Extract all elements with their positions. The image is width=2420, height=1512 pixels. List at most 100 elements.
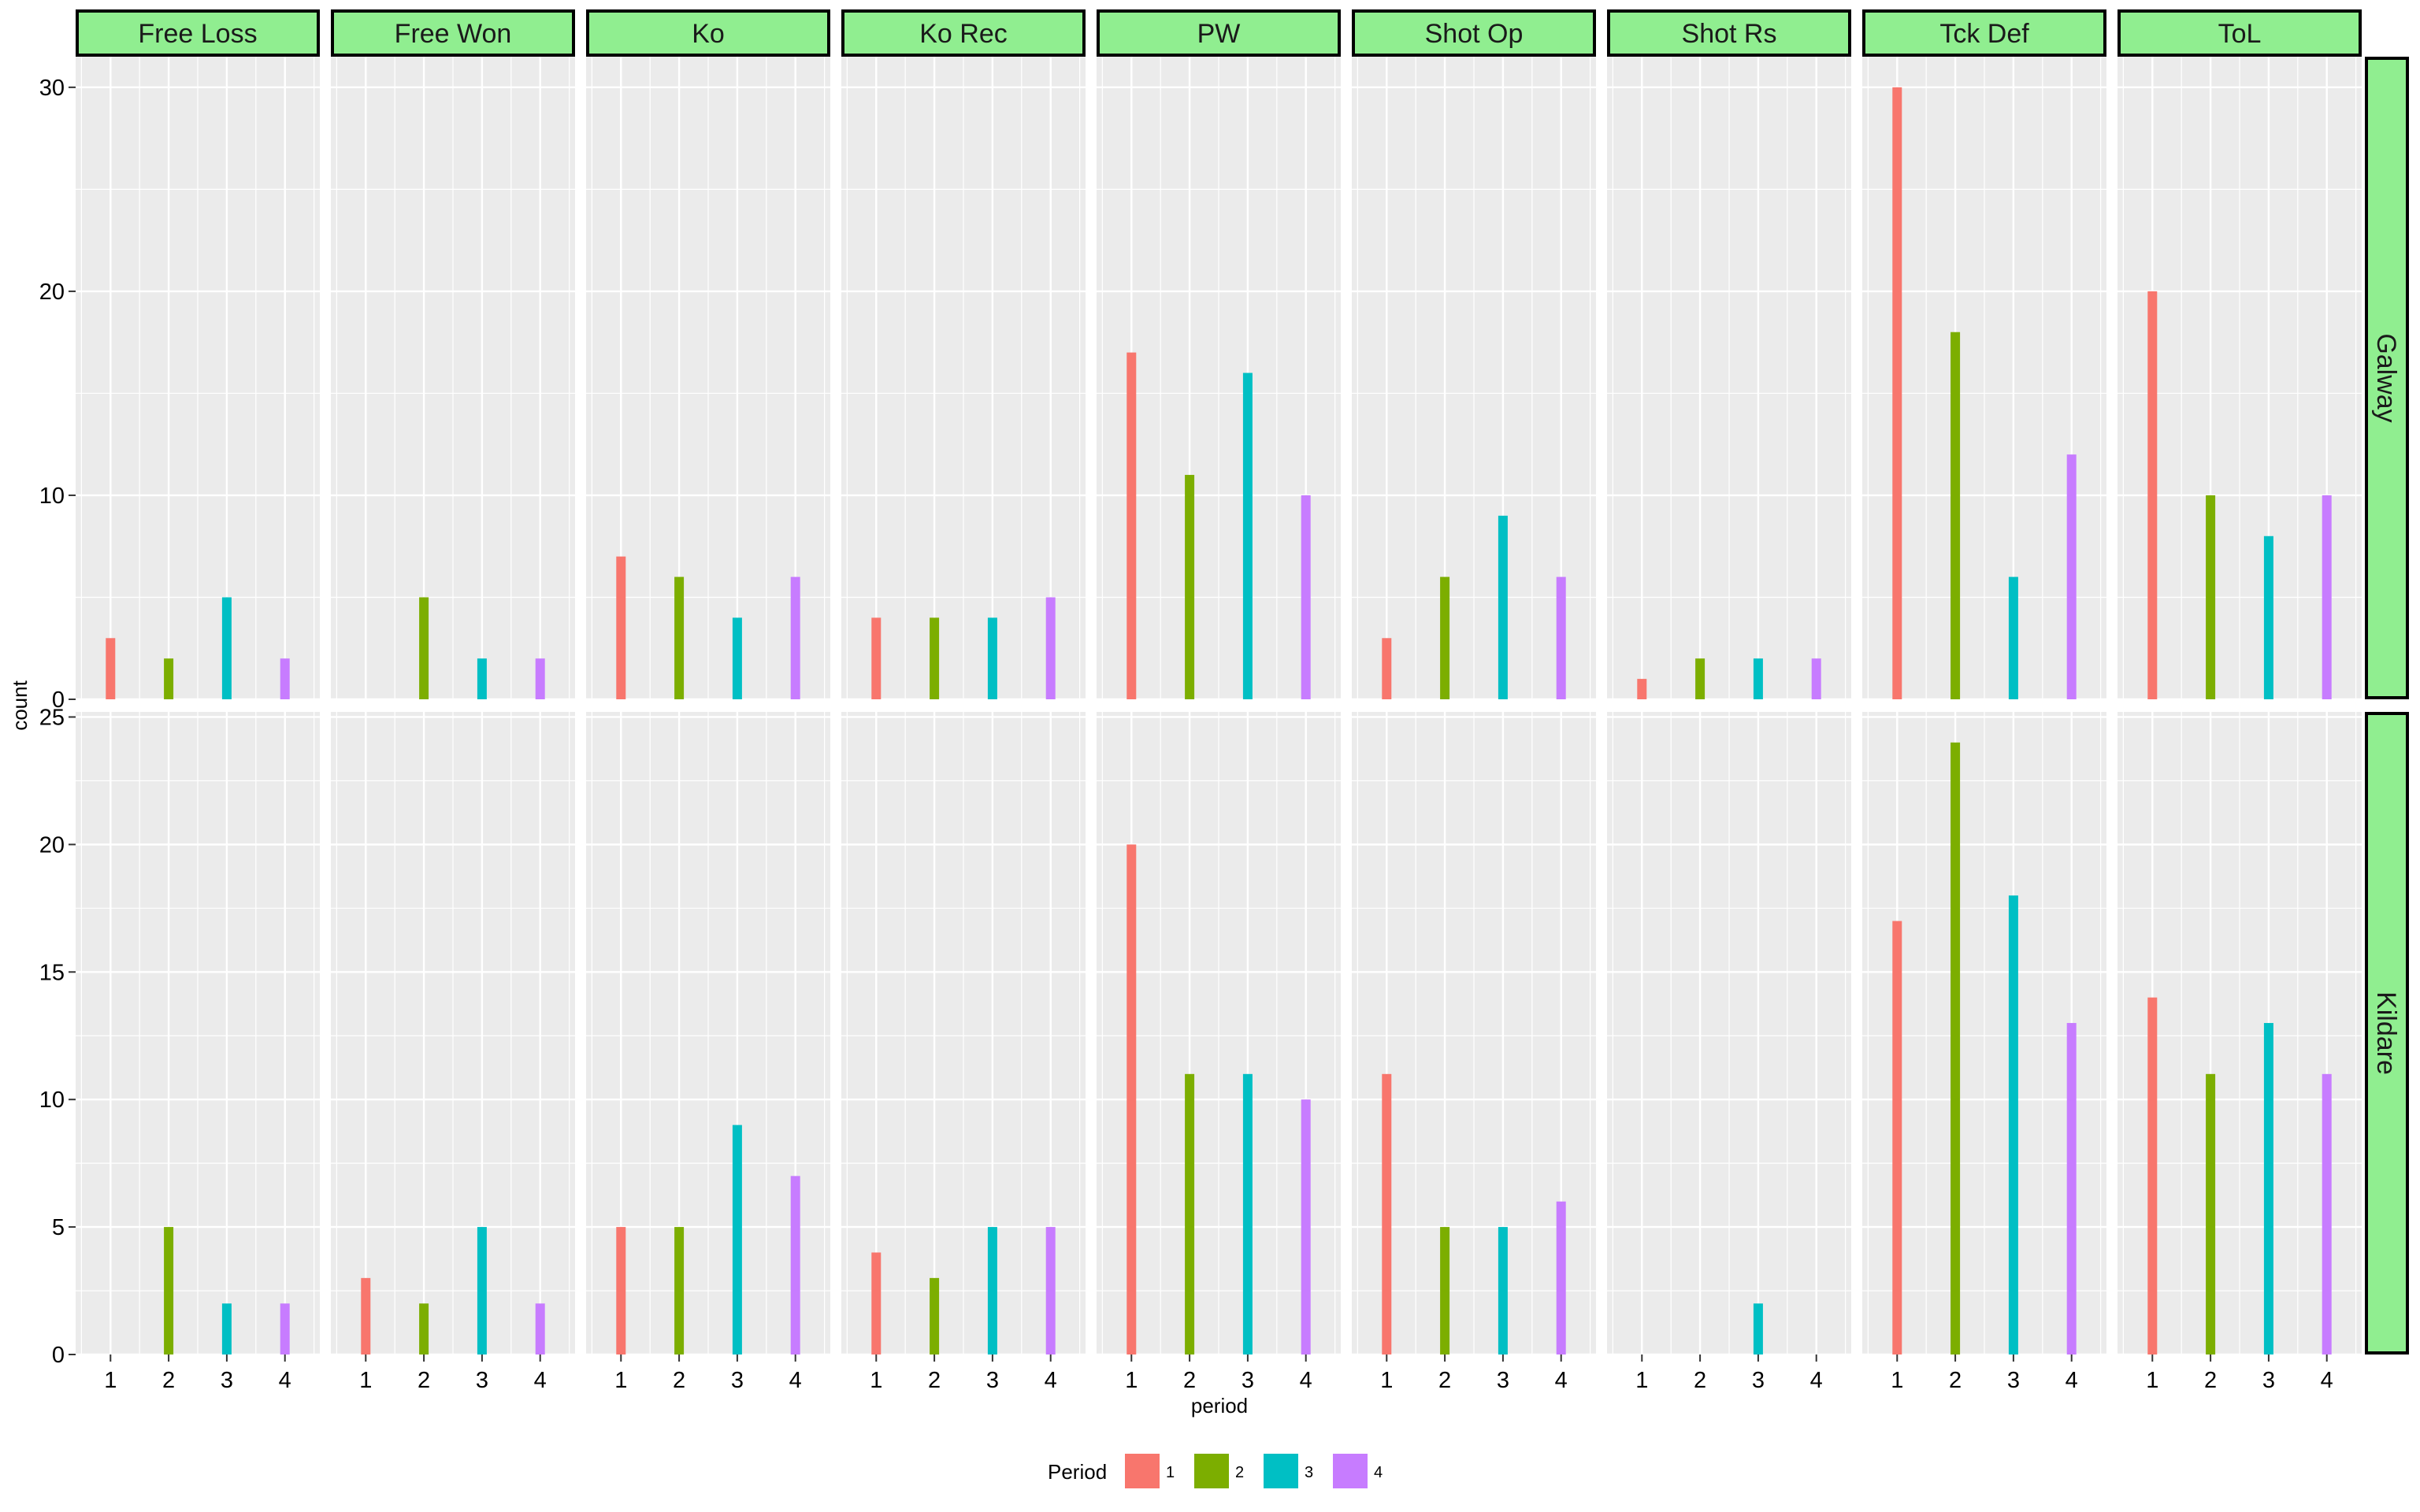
bar-kildare-tol-period-4: [2322, 1073, 2332, 1354]
panel-kildare-ko: [586, 712, 830, 1356]
x-tick-label: 2: [1694, 1368, 1706, 1393]
bar-galway-free-loss-period-3: [221, 597, 232, 699]
x-tick-label: 3: [1242, 1368, 1254, 1393]
x-tick-label: 2: [418, 1368, 430, 1393]
panel-kildare-shot-rs: [1607, 712, 1851, 1356]
strip-label-ko-rec: Ko Rec: [919, 19, 1008, 49]
x-tick-label: 2: [1183, 1368, 1196, 1393]
bar-kildare-ko-period-3: [732, 1125, 742, 1354]
y-tick-label: 10: [39, 1088, 65, 1113]
strip-label-free-won: Free Won: [395, 19, 512, 49]
x-tick-label: 1: [104, 1368, 117, 1393]
axes: 0 10 20 30 0 5 10 15 20 25 1 2 3 4 1 2 3 4 1 2 3 4 1 2 3 4 1 2 3 4 1 2 3…: [39, 76, 2333, 1393]
y-tick-label: 0: [52, 1343, 65, 1368]
bar-kildare-pw-period-1: [1126, 844, 1137, 1354]
bar-galway-ko-period-4: [790, 576, 800, 699]
legend-label-2: 2: [1235, 1464, 1244, 1481]
bar-kildare-ko-rec-period-2: [930, 1277, 940, 1354]
panel-galway-shot-rs: [1607, 57, 1851, 701]
strip-label-shot-rs: Shot Rs: [1682, 19, 1777, 49]
y-tick-label: 30: [39, 76, 65, 101]
panel-galway-free-loss: [76, 57, 320, 701]
strip-tol: [2118, 9, 2362, 57]
strip-ko-rec: [841, 9, 1086, 57]
legend-key-4: [1333, 1454, 1368, 1488]
bar-galway-tck-def-period-3: [2008, 576, 2018, 699]
strip-galway: [2365, 57, 2409, 699]
bar-galway-tol-period-2: [2206, 495, 2216, 699]
strip-free-won: [331, 9, 575, 57]
y-tick-label: 10: [39, 484, 65, 509]
panel-galway-pw: [1097, 57, 1341, 701]
facet-panels: [76, 57, 2362, 1356]
legend-key-2: [1194, 1454, 1229, 1488]
legend-label-1: 1: [1166, 1464, 1175, 1481]
strip-label-free-loss: Free Loss: [138, 19, 257, 49]
bar-kildare-ko-rec-period-4: [1045, 1227, 1056, 1354]
legend-title: Period: [1048, 1460, 1107, 1484]
strip-tck-def: [1862, 9, 2106, 57]
strip-label-kildare: Kildare: [2371, 991, 2401, 1075]
panel-kildare-tol: [2118, 712, 2362, 1356]
x-tick-label: 4: [2066, 1368, 2078, 1393]
bar-kildare-free-won-period-4: [535, 1303, 545, 1354]
strip-label-galway: Galway: [2371, 333, 2401, 422]
strip-ko: [586, 9, 830, 57]
panel-galway-free-won: [331, 57, 575, 701]
bar-galway-ko-rec-period-1: [871, 617, 882, 699]
x-tick-label: 3: [986, 1368, 999, 1393]
bar-kildare-shot-op-period-1: [1382, 1073, 1392, 1354]
y-tick-label: 25: [39, 705, 65, 730]
y-tick-label: 0: [52, 687, 65, 713]
y-tick-label: 15: [39, 960, 65, 985]
bar-galway-pw-period-3: [1242, 372, 1253, 699]
legend-key-1: [1125, 1454, 1160, 1488]
bar-galway-free-loss-period-1: [106, 638, 116, 699]
strip-pw: [1097, 9, 1341, 57]
x-tick-label: 1: [1891, 1368, 1903, 1393]
bar-kildare-ko-rec-period-3: [987, 1227, 997, 1354]
bar-galway-tol-period-3: [2263, 536, 2273, 699]
x-tick-label: 4: [534, 1368, 547, 1393]
bar-kildare-tol-period-2: [2206, 1073, 2216, 1354]
panel-kildare-pw: [1097, 712, 1341, 1356]
panel-galway-ko-rec: [841, 57, 1086, 701]
strip-shot-op: [1352, 9, 1596, 57]
y-tick-label: 5: [52, 1215, 65, 1240]
x-tick-label: 1: [870, 1368, 882, 1393]
x-tick-label: 1: [2146, 1368, 2158, 1393]
strip-label-tol: ToL: [2218, 19, 2262, 49]
bar-kildare-free-won-period-2: [419, 1303, 429, 1354]
x-tick-label: 2: [162, 1368, 175, 1393]
bar-galway-free-loss-period-4: [280, 658, 290, 699]
bar-kildare-ko-period-1: [616, 1227, 626, 1354]
x-tick-label: 4: [1300, 1368, 1312, 1393]
x-tick-label: 4: [1555, 1368, 1568, 1393]
x-tick-label: 2: [2204, 1368, 2217, 1393]
facet-column-strips: Free Loss Free Won Ko Ko Rec PW Shot Op Shot R…: [76, 9, 2362, 57]
bar-galway-tck-def-period-2: [1950, 332, 1961, 699]
bar-galway-shot-op-period-4: [1556, 576, 1566, 699]
bar-kildare-shot-rs-period-3: [1753, 1303, 1763, 1354]
legend-key-3: [1264, 1454, 1298, 1488]
x-tick-label: 2: [1438, 1368, 1451, 1393]
panel-galway-tol: [2118, 57, 2362, 701]
x-tick-label: 2: [673, 1368, 685, 1393]
x-tick-label: 1: [1635, 1368, 1648, 1393]
bar-galway-free-won-period-3: [477, 658, 487, 699]
bar-galway-ko-rec-period-2: [930, 617, 940, 699]
x-tick-label: 3: [476, 1368, 488, 1393]
strip-kildare: [2365, 712, 2409, 1354]
bar-galway-pw-period-2: [1185, 475, 1195, 699]
bar-kildare-tck-def-period-4: [2066, 1023, 2077, 1354]
panel-kildare-tck-def: [1862, 712, 2106, 1356]
panel-galway-shot-op: [1352, 57, 1596, 701]
strip-shot-rs: [1607, 9, 1851, 57]
bar-galway-tol-period-4: [2322, 495, 2332, 699]
x-tick-label: 4: [279, 1368, 291, 1393]
bar-kildare-free-loss-period-3: [221, 1303, 232, 1354]
bar-galway-shot-rs-period-3: [1753, 658, 1763, 699]
x-tick-label: 1: [614, 1368, 627, 1393]
strip-label-tck-def: Tck Def: [1939, 19, 2029, 49]
